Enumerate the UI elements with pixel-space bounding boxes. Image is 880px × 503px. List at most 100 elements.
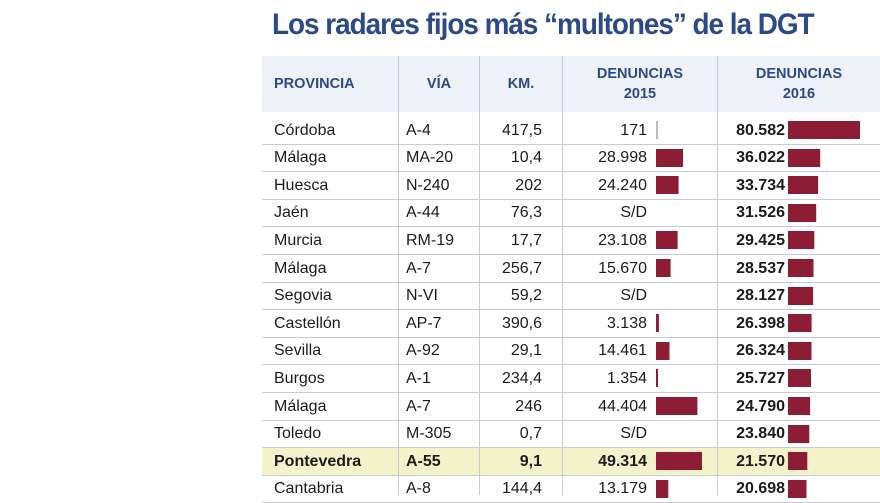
cell-denuncias-2015: 28.998 bbox=[598, 149, 647, 167]
cell-km: 59,2 bbox=[510, 287, 542, 305]
cell-km: 29,1 bbox=[510, 342, 542, 360]
cell-denuncias-2016: 33.734 bbox=[736, 176, 785, 194]
header-via: VÍA bbox=[426, 76, 452, 92]
column-divider bbox=[398, 56, 399, 495]
cell-provincia: Sevilla bbox=[274, 342, 322, 360]
table-row: Málaga A-7 256,7 15.670 28.537 bbox=[262, 255, 880, 283]
cell-denuncias-2016: 25.727 bbox=[736, 369, 785, 387]
bar-2015 bbox=[656, 176, 679, 195]
column-divider bbox=[717, 56, 718, 495]
bar-2016 bbox=[788, 148, 821, 167]
cell-denuncias-2015: 23.108 bbox=[598, 231, 647, 249]
cell-km: 144,4 bbox=[501, 480, 542, 498]
cell-provincia: Burgos bbox=[274, 369, 325, 387]
cell-denuncias-2016: 26.398 bbox=[736, 314, 785, 332]
column-divider bbox=[562, 56, 563, 495]
bar-2016 bbox=[788, 121, 860, 139]
bar-2015 bbox=[656, 148, 683, 167]
bar-2016 bbox=[788, 452, 808, 471]
header-denuncias-2015: DENUNCIAS 2015 bbox=[596, 66, 684, 102]
cell-via: N-VI bbox=[406, 287, 438, 305]
cell-via: A-8 bbox=[406, 480, 431, 498]
cell-via: MA-20 bbox=[406, 149, 454, 167]
cell-denuncias-2016: 20.698 bbox=[736, 480, 785, 498]
table-row: Sevilla A-92 29,1 14.461 26.324 bbox=[262, 338, 880, 366]
chart-title: Los radares fijos más “multones” de la D… bbox=[272, 8, 815, 41]
cell-denuncias-2016: 28.127 bbox=[736, 287, 785, 305]
column-divider bbox=[479, 56, 480, 495]
cell-km: 17,7 bbox=[510, 231, 542, 249]
bar-2015 bbox=[656, 452, 702, 471]
cell-denuncias-2016: 29.425 bbox=[736, 231, 785, 249]
bar-2015 bbox=[656, 369, 658, 388]
cell-provincia: Pontevedra bbox=[274, 452, 362, 470]
bar-2016 bbox=[788, 341, 812, 360]
cell-denuncias-2015: S/D bbox=[620, 204, 647, 222]
cell-denuncias-2015: 24.240 bbox=[598, 176, 647, 194]
cell-via: RM-19 bbox=[406, 231, 455, 249]
cell-km: 390,6 bbox=[501, 314, 542, 332]
table-row: Toledo M-305 0,7 S/D 23.840 bbox=[262, 421, 880, 449]
table-row: Castellón AP-7 390,6 3.138 26.398 bbox=[262, 310, 880, 338]
cell-denuncias-2016: 80.582 bbox=[736, 121, 785, 139]
cell-provincia: Segovia bbox=[274, 287, 332, 305]
cell-denuncias-2016: 21.570 bbox=[736, 452, 785, 470]
cell-denuncias-2015: 1.354 bbox=[606, 369, 647, 387]
cell-km: 9,1 bbox=[519, 452, 542, 470]
cell-denuncias-2015: 49.314 bbox=[598, 452, 647, 470]
cell-via: A-44 bbox=[406, 204, 440, 222]
cell-denuncias-2016: 31.526 bbox=[736, 204, 785, 222]
bar-2016 bbox=[788, 176, 819, 195]
cell-provincia: Málaga bbox=[274, 259, 327, 277]
bar-2016 bbox=[788, 479, 807, 498]
cell-denuncias-2015: 171 bbox=[620, 121, 647, 139]
cell-km: 234,4 bbox=[501, 369, 542, 387]
cell-km: 202 bbox=[515, 176, 542, 194]
cell-denuncias-2016: 28.537 bbox=[736, 259, 785, 277]
cell-via: A-55 bbox=[406, 452, 441, 470]
bar-2015 bbox=[656, 341, 670, 360]
table-header: PROVINCIA VÍA KM. DENUNCIAS 2015 DENUNCI… bbox=[262, 56, 880, 112]
header-km: KM. bbox=[507, 76, 535, 92]
cell-provincia: Málaga bbox=[274, 397, 327, 415]
cell-provincia: Huesca bbox=[274, 176, 329, 194]
bar-2016 bbox=[788, 231, 815, 250]
cell-provincia: Castellón bbox=[274, 314, 341, 332]
cell-provincia: Córdoba bbox=[274, 121, 336, 139]
bar-2015 bbox=[656, 397, 698, 415]
cell-via: M-305 bbox=[406, 425, 452, 443]
cell-denuncias-2015: S/D bbox=[620, 287, 647, 305]
bar-2016 bbox=[788, 397, 811, 415]
cell-provincia: Toledo bbox=[274, 425, 322, 443]
cell-provincia: Jaén bbox=[274, 204, 309, 222]
bar-2015 bbox=[656, 314, 659, 333]
table-row: Murcia RM-19 17,7 23.108 29.425 bbox=[262, 227, 880, 255]
table-row: Cantabria A-8 144,4 13.179 20.698 bbox=[262, 476, 880, 503]
cell-via: N-240 bbox=[406, 176, 450, 194]
cell-via: A-7 bbox=[406, 259, 431, 277]
cell-km: 417,5 bbox=[501, 121, 542, 139]
header-denuncias-2016: DENUNCIAS 2016 bbox=[755, 66, 843, 102]
bar-2016 bbox=[788, 314, 812, 333]
cell-km: 256,7 bbox=[501, 259, 542, 277]
cell-km: 10,4 bbox=[510, 149, 542, 167]
left-margin bbox=[0, 0, 262, 495]
bar-2015 bbox=[656, 479, 669, 498]
cell-via: AP-7 bbox=[406, 314, 442, 332]
bar-2015 bbox=[656, 231, 678, 250]
cell-denuncias-2016: 36.022 bbox=[736, 149, 785, 167]
cell-via: A-92 bbox=[406, 342, 440, 360]
cell-denuncias-2015: 14.461 bbox=[598, 342, 647, 360]
cell-denuncias-2016: 23.840 bbox=[736, 425, 785, 443]
cell-denuncias-2015: 13.179 bbox=[598, 480, 647, 498]
cell-denuncias-2015: 3.138 bbox=[606, 314, 647, 332]
cell-denuncias-2015: 44.404 bbox=[598, 397, 647, 415]
bar-2015 bbox=[656, 121, 658, 139]
table-row: Jaén A-44 76,3 S/D 31.526 bbox=[262, 200, 880, 228]
table-row: Córdoba A-4 417,5 171 80.582 bbox=[262, 117, 880, 145]
cell-via: A-4 bbox=[406, 121, 431, 139]
table-row: Málaga MA-20 10,4 28.998 36.022 bbox=[262, 145, 880, 173]
cell-km: 76,3 bbox=[510, 204, 542, 222]
cell-provincia: Málaga bbox=[274, 149, 327, 167]
table-row: Segovia N-VI 59,2 S/D 28.127 bbox=[262, 283, 880, 311]
